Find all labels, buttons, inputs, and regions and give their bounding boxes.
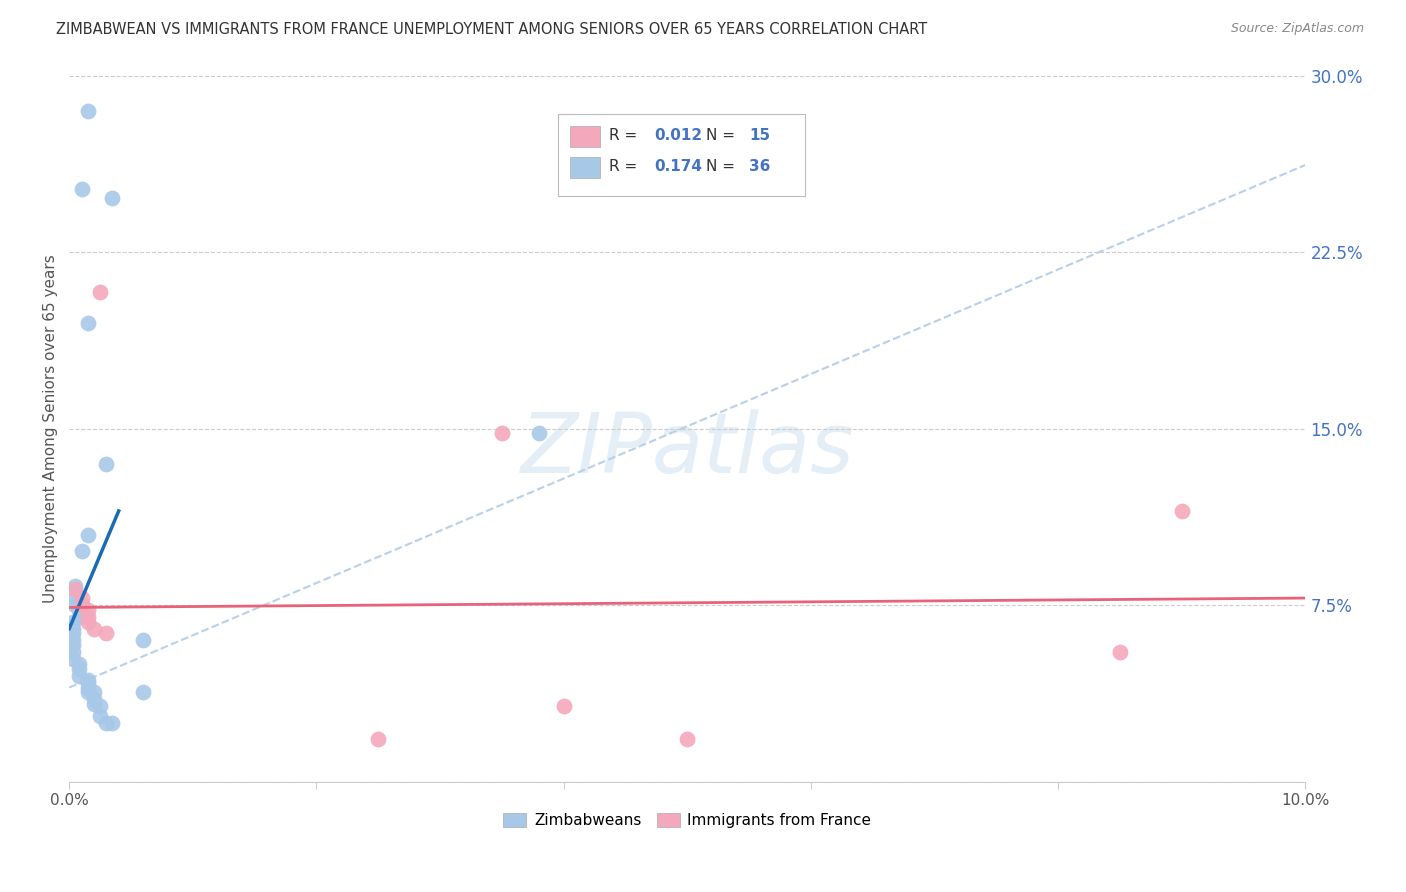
- Point: [65, 591, 87, 605]
- Point: [83, 697, 105, 711]
- Point: [96, 626, 118, 640]
- Point: [76, 603, 98, 617]
- Point: [83, 685, 105, 699]
- Text: R =: R =: [609, 128, 643, 143]
- Point: [62, 652, 84, 666]
- Text: N =: N =: [706, 159, 740, 174]
- Point: [67, 610, 90, 624]
- Point: [101, 715, 124, 730]
- Point: [70, 598, 93, 612]
- Point: [65, 582, 87, 596]
- Point: [67, 603, 90, 617]
- Point: [76, 103, 98, 118]
- Point: [83, 692, 105, 706]
- Point: [76, 673, 98, 688]
- Point: [65, 598, 87, 612]
- Point: [527, 426, 550, 441]
- Text: ZIMBABWEAN VS IMMIGRANTS FROM FRANCE UNEMPLOYMENT AMONG SENIORS OVER 65 YEARS CO: ZIMBABWEAN VS IMMIGRANTS FROM FRANCE UNE…: [56, 22, 928, 37]
- Y-axis label: Unemployment Among Seniors over 65 years: Unemployment Among Seniors over 65 years: [44, 254, 58, 603]
- Point: [89, 699, 111, 714]
- Point: [132, 633, 155, 648]
- Point: [67, 657, 90, 671]
- Point: [70, 591, 93, 605]
- Point: [76, 675, 98, 690]
- Point: [89, 708, 111, 723]
- Point: [62, 626, 84, 640]
- Point: [62, 645, 84, 659]
- FancyBboxPatch shape: [569, 157, 599, 178]
- Point: [367, 732, 389, 747]
- Text: 0.012: 0.012: [654, 128, 702, 143]
- Point: [76, 316, 98, 330]
- Point: [76, 610, 98, 624]
- Point: [76, 681, 98, 695]
- Point: [67, 669, 90, 683]
- Point: [62, 622, 84, 636]
- Point: [67, 662, 90, 676]
- Text: 36: 36: [749, 159, 770, 174]
- Point: [62, 638, 84, 652]
- Point: [96, 715, 118, 730]
- Point: [70, 181, 93, 195]
- Point: [76, 685, 98, 699]
- Text: ZIPatlas: ZIPatlas: [520, 409, 853, 491]
- Point: [101, 191, 124, 205]
- Text: 0.174: 0.174: [654, 159, 702, 174]
- Point: [676, 732, 699, 747]
- Point: [132, 685, 155, 699]
- Point: [1171, 504, 1194, 518]
- Point: [1109, 645, 1132, 659]
- Point: [62, 615, 84, 629]
- Text: R =: R =: [609, 159, 643, 174]
- FancyBboxPatch shape: [569, 126, 599, 147]
- Point: [70, 544, 93, 558]
- Point: [89, 285, 111, 299]
- Text: Source: ZipAtlas.com: Source: ZipAtlas.com: [1230, 22, 1364, 36]
- FancyBboxPatch shape: [558, 114, 804, 195]
- Point: [491, 426, 513, 441]
- Text: 15: 15: [749, 128, 770, 143]
- Point: [83, 622, 105, 636]
- Point: [76, 615, 98, 629]
- Legend: Zimbabweans, Immigrants from France: Zimbabweans, Immigrants from France: [498, 806, 877, 834]
- Point: [96, 457, 118, 471]
- Point: [553, 699, 575, 714]
- Point: [62, 633, 84, 648]
- Text: N =: N =: [706, 128, 740, 143]
- Point: [76, 527, 98, 541]
- Point: [65, 579, 87, 593]
